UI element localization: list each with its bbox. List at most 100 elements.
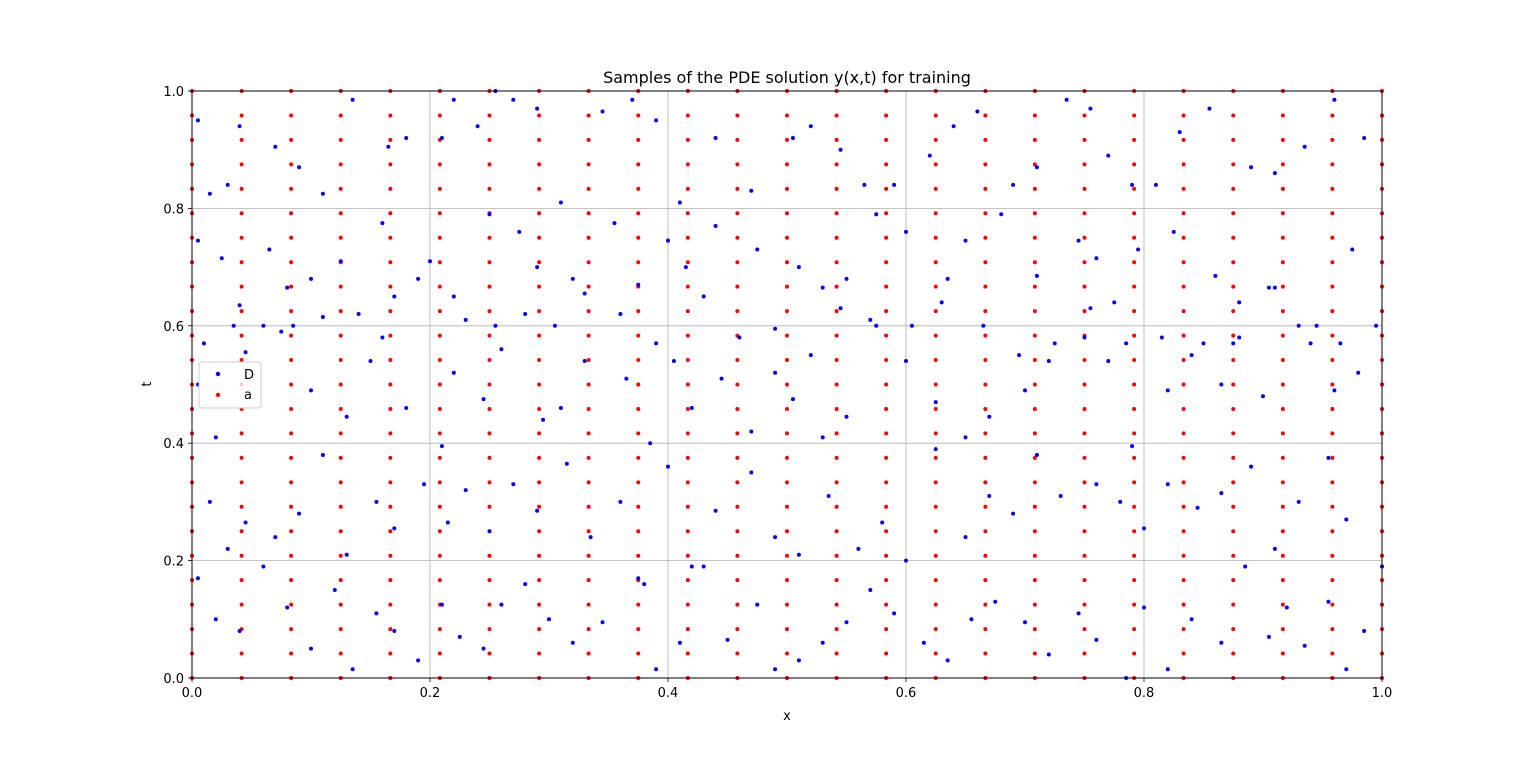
point-a (1082, 529, 1087, 534)
point-D (683, 265, 688, 270)
point-D (380, 221, 385, 226)
point-a (289, 358, 294, 363)
point-a (1082, 309, 1087, 314)
point-D (927, 153, 932, 158)
point-a (487, 284, 492, 289)
point-a (685, 602, 690, 607)
point-a (586, 113, 591, 118)
point-a (884, 382, 889, 387)
point-a (636, 309, 641, 314)
point-D (1272, 285, 1277, 290)
point-D (1314, 323, 1319, 328)
point-a (933, 578, 938, 583)
point-D (808, 124, 813, 129)
point-D (267, 247, 272, 252)
point-a (1280, 113, 1285, 118)
point-D (945, 276, 950, 281)
point-a (735, 406, 740, 411)
point-a (388, 358, 393, 363)
point-a (338, 553, 343, 558)
point-a (636, 480, 641, 485)
point-D (1326, 599, 1331, 604)
point-D (1213, 273, 1218, 278)
point-a (437, 260, 442, 265)
point-a (933, 627, 938, 632)
point-a (933, 358, 938, 363)
point-D (648, 441, 653, 446)
x-tick-label: 1.0 (1372, 686, 1393, 701)
point-D (511, 97, 516, 102)
point-a (537, 651, 542, 656)
point-a (933, 504, 938, 509)
point-a (537, 211, 542, 216)
point-a (1082, 186, 1087, 191)
point-a (487, 627, 492, 632)
point-D (338, 259, 343, 264)
point-D (1082, 335, 1087, 340)
point-D (981, 323, 986, 328)
point-a (1132, 211, 1137, 216)
point-a (735, 113, 740, 118)
point-a (1082, 553, 1087, 558)
point-a (785, 211, 789, 216)
point-D (755, 602, 760, 607)
point-D (1011, 182, 1016, 187)
point-D (309, 646, 313, 651)
point-a (785, 137, 789, 142)
point-a (586, 382, 591, 387)
point-a (1330, 553, 1335, 558)
point-a (388, 504, 393, 509)
point-D (547, 617, 551, 622)
point-D (773, 326, 778, 331)
point-a (785, 333, 789, 338)
point-D (552, 323, 557, 328)
point-a (289, 284, 294, 289)
point-D (457, 634, 462, 639)
point-D (237, 303, 242, 308)
point-a (1280, 309, 1285, 314)
point-D (404, 405, 409, 410)
point-D (713, 508, 718, 513)
point-D (1272, 546, 1277, 551)
point-a (586, 627, 591, 632)
point-a (487, 553, 492, 558)
point-D (904, 229, 908, 234)
point-D (844, 276, 849, 281)
point-a (1330, 651, 1335, 656)
point-a (1082, 480, 1087, 485)
point-a (437, 186, 442, 191)
point-a (1032, 627, 1037, 632)
point-a (834, 504, 839, 509)
point-D (868, 317, 873, 322)
point-a (983, 382, 988, 387)
point-a (537, 137, 542, 142)
point-a (1082, 137, 1087, 142)
point-a (1330, 186, 1335, 191)
point-a (1082, 358, 1087, 363)
point-a (1330, 529, 1335, 534)
point-a (537, 309, 542, 314)
point-a (884, 602, 889, 607)
point-a (388, 309, 393, 314)
point-D (511, 482, 516, 487)
point-a (834, 406, 839, 411)
point-D (374, 611, 379, 616)
point-a (289, 309, 294, 314)
point-a (1330, 333, 1335, 338)
point-a (487, 162, 492, 167)
point-a (1082, 602, 1087, 607)
point-D (523, 582, 528, 587)
point-D (666, 238, 670, 243)
legend-marker-a (215, 392, 221, 398)
point-a (1231, 186, 1236, 191)
point-a (586, 358, 591, 363)
point-a (1082, 284, 1087, 289)
point-a (1280, 578, 1285, 583)
point-a (1132, 651, 1137, 656)
point-a (1231, 211, 1236, 216)
point-a (834, 382, 839, 387)
point-a (1032, 382, 1037, 387)
point-a (785, 309, 789, 314)
point-D (219, 256, 224, 261)
point-D (1088, 306, 1093, 311)
